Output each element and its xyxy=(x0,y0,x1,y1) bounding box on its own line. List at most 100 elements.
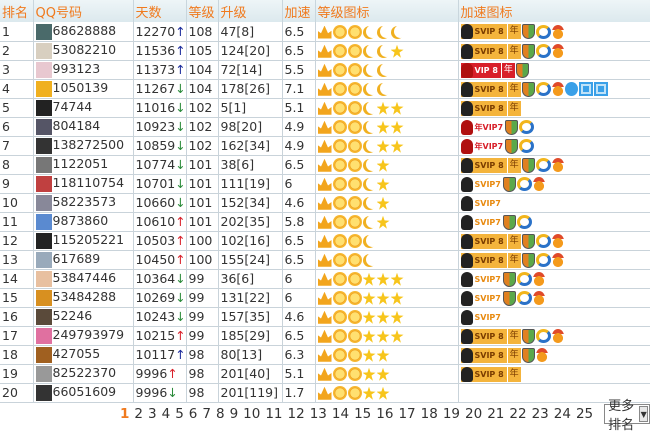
shield-icon[interactable] xyxy=(502,176,516,192)
svip8-icon[interactable]: SVIP 8 xyxy=(460,100,507,116)
svip7-icon[interactable]: SVIP7 xyxy=(460,214,502,230)
page-link[interactable]: 11 xyxy=(265,406,283,422)
nian-icon[interactable]: 年 xyxy=(507,81,521,97)
doc-icon[interactable] xyxy=(578,82,593,96)
avatar[interactable] xyxy=(35,346,52,363)
page-link[interactable]: 6 xyxy=(188,406,198,422)
avatar[interactable] xyxy=(35,80,52,97)
nian-icon[interactable]: 年 xyxy=(507,328,521,344)
tencent-icon[interactable] xyxy=(535,329,551,343)
tencent-icon[interactable] xyxy=(516,177,532,191)
avatar[interactable] xyxy=(35,251,52,268)
medal-icon[interactable] xyxy=(551,44,564,58)
qq-number[interactable]: 52246 xyxy=(52,308,93,324)
qq-number[interactable]: 68628888 xyxy=(52,23,117,38)
avatar[interactable] xyxy=(35,175,52,192)
avatar[interactable] xyxy=(35,118,52,135)
svip7-icon[interactable]: SVIP7 xyxy=(460,271,502,287)
svip7-icon[interactable]: SVIP7 xyxy=(460,176,502,192)
tencent-icon[interactable] xyxy=(535,158,551,172)
svip8-icon[interactable]: SVIP 8 xyxy=(460,157,507,173)
svip7-icon[interactable]: SVIP7 xyxy=(460,309,502,325)
svip8-icon[interactable]: SVIP 8 xyxy=(460,81,507,97)
vip8-icon[interactable]: VIP 8 xyxy=(460,62,501,78)
cal-icon[interactable] xyxy=(593,82,608,96)
qq-number[interactable]: 804184 xyxy=(52,118,101,134)
shield-icon[interactable] xyxy=(505,138,519,154)
avatar[interactable] xyxy=(35,99,52,116)
shield-icon[interactable] xyxy=(521,24,535,40)
shield-icon[interactable] xyxy=(521,233,535,249)
avatar[interactable] xyxy=(35,308,52,325)
qq-number[interactable]: 53847446 xyxy=(52,270,117,286)
medal-icon[interactable] xyxy=(551,234,564,248)
page-link[interactable]: 1 xyxy=(120,406,130,422)
shield-icon[interactable] xyxy=(502,271,516,287)
nian-icon[interactable]: 年 xyxy=(507,43,521,59)
medal-icon[interactable] xyxy=(535,348,548,362)
medal-icon[interactable] xyxy=(551,82,564,96)
page-link[interactable]: 10 xyxy=(243,406,261,422)
medal-icon[interactable] xyxy=(551,329,564,343)
qq-number[interactable]: 82522370 xyxy=(52,365,117,381)
medal-icon[interactable] xyxy=(551,158,564,172)
tencent-icon[interactable] xyxy=(516,215,532,229)
tencent-icon[interactable] xyxy=(535,44,551,58)
qq-number[interactable]: 118110754 xyxy=(52,175,125,191)
medal-icon[interactable] xyxy=(551,253,564,267)
qq-number[interactable]: 993123 xyxy=(52,61,101,77)
svip8-icon[interactable]: SVIP 8 xyxy=(460,328,507,344)
page-link[interactable]: 14 xyxy=(331,406,350,422)
avatar[interactable] xyxy=(35,137,52,154)
avatar[interactable] xyxy=(35,384,52,401)
nian-icon[interactable]: 年 xyxy=(507,100,521,116)
medal-icon[interactable] xyxy=(532,272,545,286)
medal-icon[interactable] xyxy=(551,24,564,39)
svip8-icon[interactable]: SVIP 8 xyxy=(460,366,507,382)
page-link[interactable]: 22 xyxy=(509,406,527,422)
nian-icon[interactable]: 年 xyxy=(507,366,521,382)
chevron-down-icon[interactable]: ▼ xyxy=(639,406,648,422)
qq-number[interactable]: 138272500 xyxy=(52,137,125,153)
tencent-icon[interactable] xyxy=(535,234,551,248)
svip8-icon[interactable]: SVIP 8 xyxy=(460,233,507,249)
svip8-icon[interactable]: SVIP 8 xyxy=(460,252,507,268)
page-link[interactable]: 17 xyxy=(398,406,416,422)
page-link[interactable]: 4 xyxy=(161,406,171,422)
page-link[interactable]: 24 xyxy=(553,406,571,422)
shield-icon[interactable] xyxy=(515,62,529,78)
avatar[interactable] xyxy=(35,270,52,287)
avatar[interactable] xyxy=(35,194,52,211)
tencent-icon[interactable] xyxy=(519,120,535,134)
avatar[interactable] xyxy=(35,61,52,78)
vip7-icon[interactable]: 年VIP7 xyxy=(460,119,505,135)
avatar[interactable] xyxy=(35,232,52,249)
shield-icon[interactable] xyxy=(521,43,535,59)
page-link[interactable]: 21 xyxy=(487,406,505,422)
avatar[interactable] xyxy=(35,289,52,306)
page-link[interactable]: 5 xyxy=(175,406,184,422)
shield-icon[interactable] xyxy=(502,290,516,306)
medal-icon[interactable] xyxy=(532,291,545,305)
shield-icon[interactable] xyxy=(521,328,535,344)
qq-number[interactable]: 53082210 xyxy=(52,42,117,58)
svip7-icon[interactable]: SVIP7 xyxy=(460,195,502,211)
page-link[interactable]: 2 xyxy=(134,406,143,422)
svip8-icon[interactable]: SVIP 8 xyxy=(460,347,507,363)
qq-number[interactable]: 617689 xyxy=(52,251,101,267)
page-link[interactable]: 7 xyxy=(202,406,211,422)
page-link[interactable]: 13 xyxy=(309,406,327,422)
tencent-icon[interactable] xyxy=(535,253,551,267)
more-ranking-select[interactable]: 更多排名 ▼ xyxy=(604,399,650,433)
svip8-icon[interactable]: SVIP 8 xyxy=(460,43,507,59)
avatar[interactable] xyxy=(35,365,52,382)
nian-icon[interactable]: 年 xyxy=(507,233,521,249)
qq-number[interactable]: 53484288 xyxy=(52,289,117,305)
page-link[interactable]: 12 xyxy=(287,406,305,422)
page-link[interactable]: 3 xyxy=(148,406,157,422)
page-link[interactable]: 15 xyxy=(354,406,372,422)
avatar[interactable] xyxy=(35,327,52,344)
tencent-icon[interactable] xyxy=(535,82,551,96)
avatar[interactable] xyxy=(35,23,52,40)
vip7-icon[interactable]: 年VIP7 xyxy=(460,138,505,154)
